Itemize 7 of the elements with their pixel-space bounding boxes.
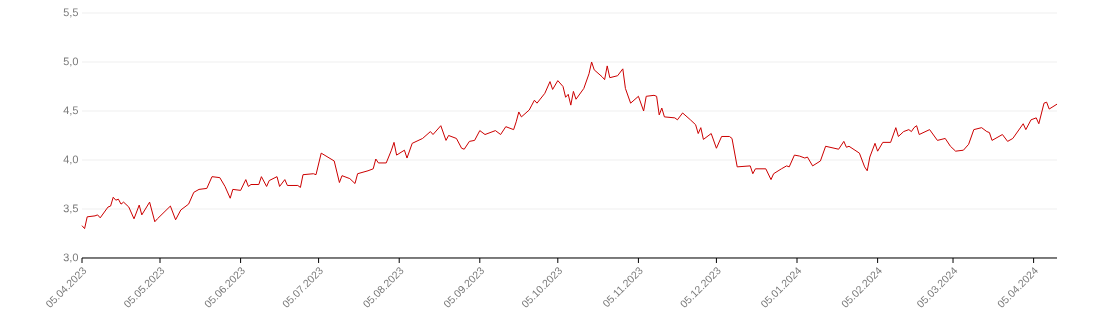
y-tick-label: 5,0 — [63, 57, 79, 67]
y-tick-label: 3,5 — [63, 204, 79, 214]
y-tick-label: 4,0 — [63, 155, 79, 165]
y-tick-label: 4,5 — [63, 106, 79, 116]
line-series — [81, 61, 1058, 230]
y-tick-label: 3,0 — [63, 253, 79, 263]
y-tick-label: 5,5 — [63, 8, 79, 18]
